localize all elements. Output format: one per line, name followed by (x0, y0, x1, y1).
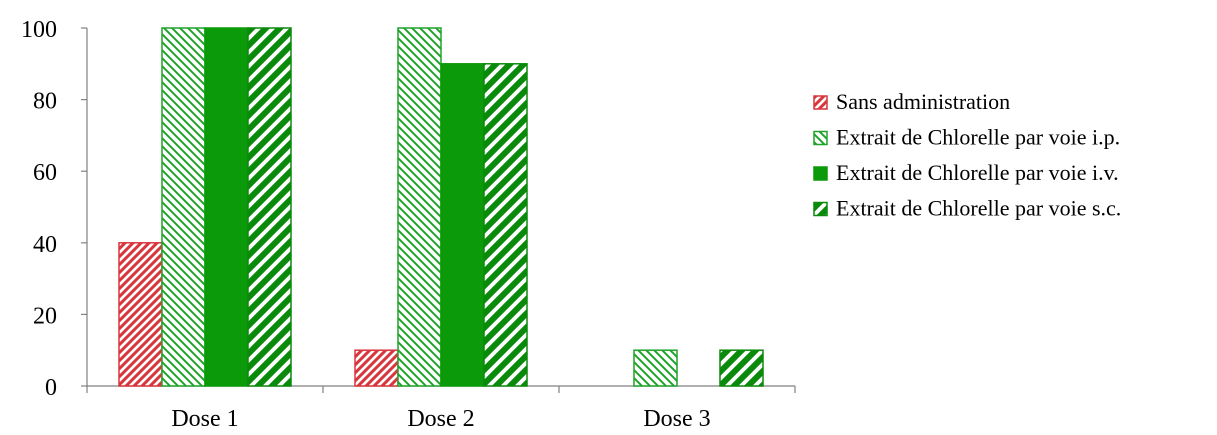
x-category-label: Dose 1 (171, 406, 238, 432)
bar-sans-administration-dose-1 (118, 242, 163, 387)
legend-swatch-sans-administration (813, 95, 828, 110)
y-tick-label: 20 (33, 303, 57, 329)
bar-extrait-de-chlorelle-par-voie-s-c-dose-2 (483, 63, 528, 387)
bars (118, 27, 764, 387)
y-tick-label: 40 (33, 232, 57, 258)
bar-sans-administration-dose-2 (354, 349, 399, 387)
bar-extrait-de-chlorelle-par-voie-s-c-dose-1 (247, 27, 292, 387)
y-tick-label: 80 (33, 89, 57, 115)
legend-label: Extrait de Chlorelle par voie i.p. (836, 125, 1120, 150)
bar-extrait-de-chlorelle-par-voie-s-c-dose-3 (719, 349, 764, 387)
legend-swatch-extrait-de-chlorelle-par-voie-i-v (813, 166, 828, 181)
bar-extrait-de-chlorelle-par-voie-i-p-dose-1 (161, 27, 206, 387)
y-tick-label: 60 (33, 160, 57, 186)
y-tick-label: 100 (21, 17, 57, 43)
bar-extrait-de-chlorelle-par-voie-i-p-dose-3 (633, 349, 678, 387)
y-tick-label: 0 (45, 375, 57, 401)
legend-swatch-extrait-de-chlorelle-par-voie-i-p (813, 130, 828, 146)
bar-extrait-de-chlorelle-par-voie-i-v-dose-1 (204, 27, 249, 387)
legend-label: Sans administration (836, 89, 1010, 114)
legend-label: Extrait de Chlorelle par voie i.v. (836, 160, 1119, 185)
bar-extrait-de-chlorelle-par-voie-i-v-dose-2 (440, 63, 485, 387)
legend-swatch-extrait-de-chlorelle-par-voie-s-c (813, 201, 828, 217)
legend-label: Extrait de Chlorelle par voie s.c. (836, 196, 1121, 221)
x-category-label: Dose 3 (643, 406, 710, 432)
bar-extrait-de-chlorelle-par-voie-i-p-dose-2 (397, 27, 442, 387)
axis-labels: 0 20 40 60 80 100 Dose 1 Dose 2 Dose 3 (21, 17, 711, 432)
legend: Sans administration Extrait de Chlorelle … (813, 89, 1121, 221)
x-category-label: Dose 2 (407, 406, 474, 432)
